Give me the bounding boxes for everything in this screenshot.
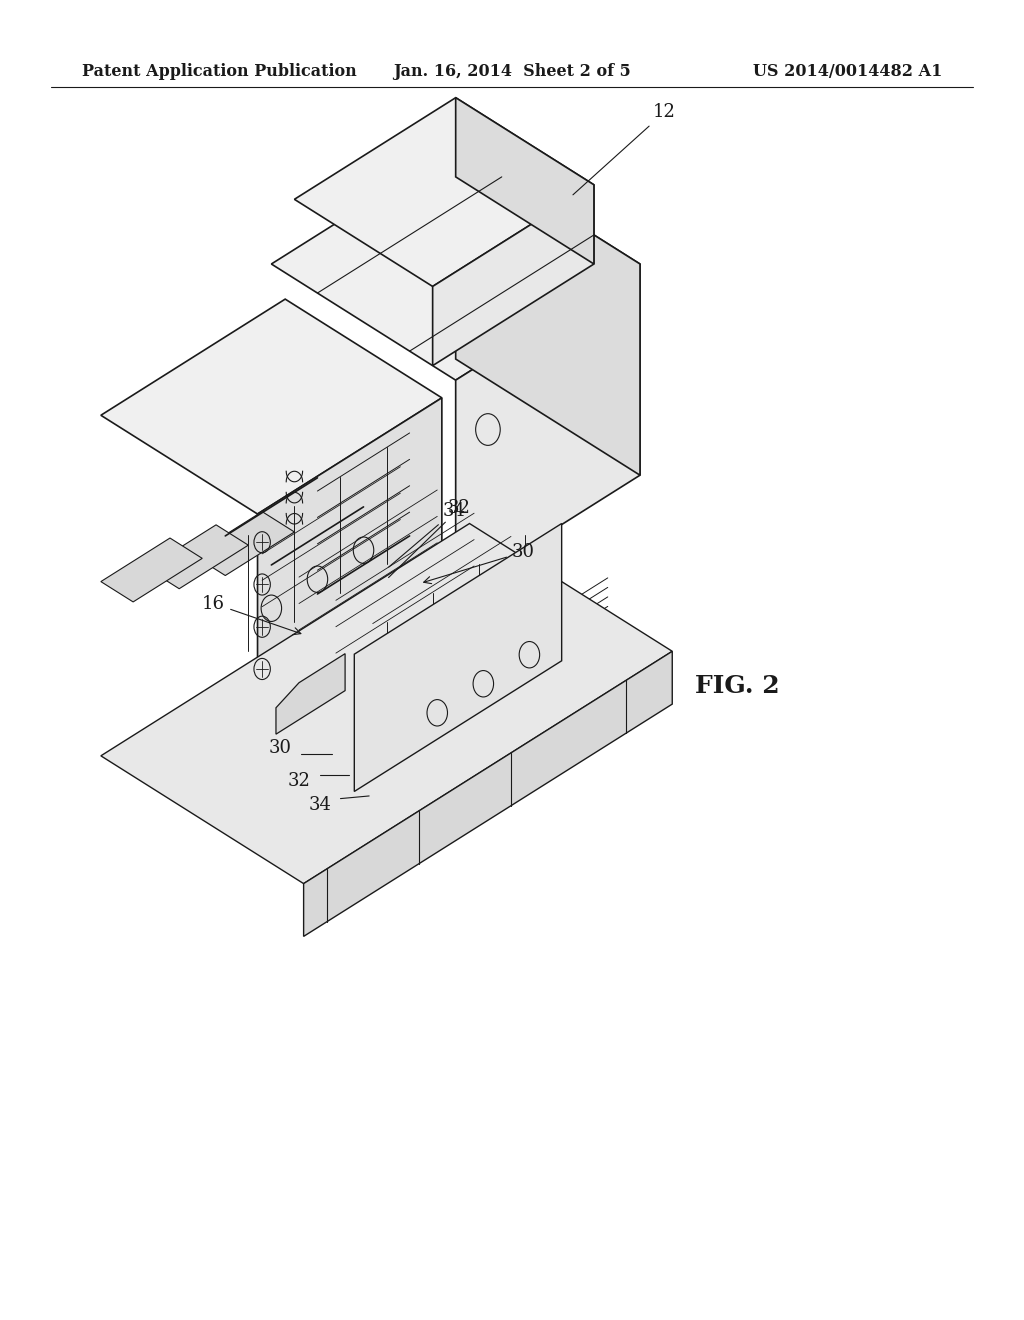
Polygon shape (295, 98, 594, 286)
Text: US 2014/0014482 A1: US 2014/0014482 A1 (753, 63, 942, 79)
Text: 32: 32 (388, 499, 471, 578)
Polygon shape (194, 512, 295, 576)
Text: 12: 12 (573, 103, 676, 195)
Polygon shape (456, 623, 548, 681)
Text: Patent Application Publication: Patent Application Publication (82, 63, 356, 79)
Text: 34: 34 (389, 502, 466, 568)
Polygon shape (100, 300, 442, 513)
Polygon shape (101, 539, 203, 602)
Polygon shape (147, 525, 249, 589)
Polygon shape (456, 148, 640, 475)
Text: 32: 32 (288, 772, 311, 791)
Polygon shape (304, 651, 672, 936)
Polygon shape (271, 739, 364, 797)
Text: 34: 34 (308, 796, 332, 814)
Polygon shape (258, 397, 442, 777)
Polygon shape (364, 681, 456, 739)
Text: Jan. 16, 2014  Sheet 2 of 5: Jan. 16, 2014 Sheet 2 of 5 (393, 63, 631, 79)
Text: 30: 30 (424, 543, 535, 583)
Polygon shape (354, 524, 561, 792)
Text: 30: 30 (269, 739, 292, 756)
Text: 16: 16 (203, 594, 301, 635)
Polygon shape (456, 98, 594, 264)
Text: FIG. 2: FIG. 2 (695, 675, 779, 698)
Polygon shape (456, 264, 640, 591)
Polygon shape (101, 524, 672, 883)
Polygon shape (276, 653, 345, 734)
Polygon shape (271, 148, 640, 380)
Polygon shape (432, 185, 594, 366)
